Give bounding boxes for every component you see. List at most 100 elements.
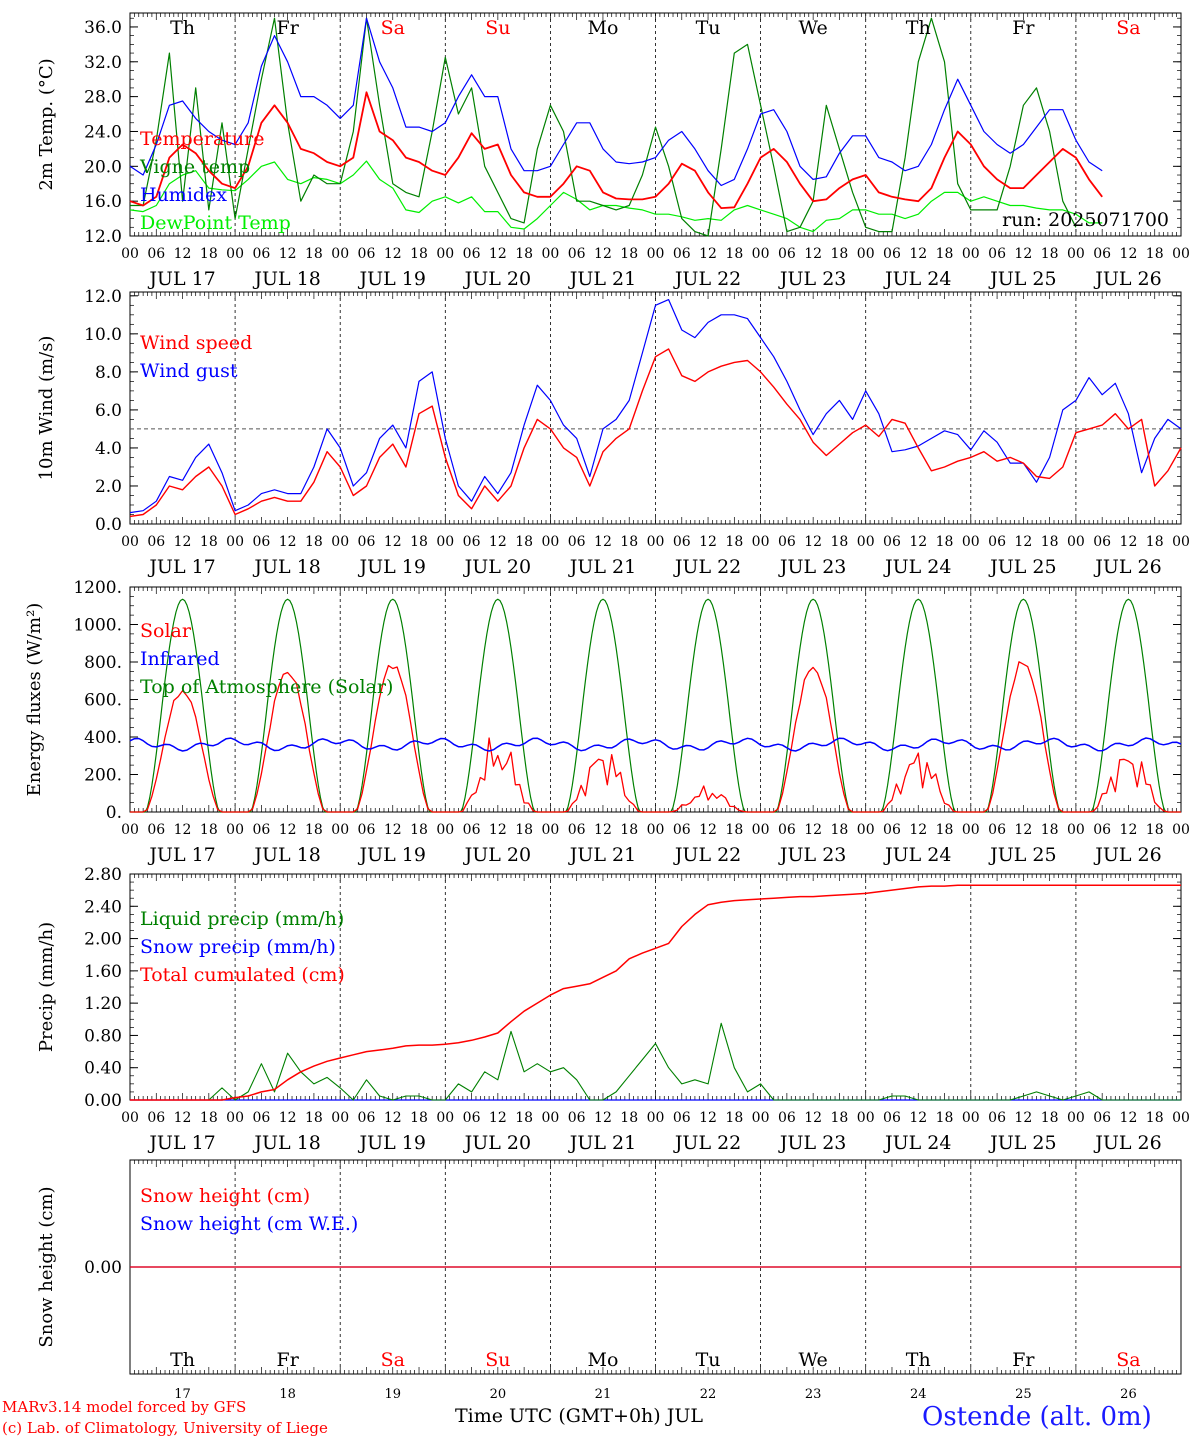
hour-tick-label: 06 [988,534,1006,550]
y-tick-label: 20.0 [84,157,122,177]
hour-tick-label: 00 [1067,1110,1085,1126]
date-label: JUL 26 [1093,1132,1161,1154]
hour-tick-label: 12 [174,534,192,550]
date-label: JUL 23 [778,268,846,290]
series-line [130,1022,1181,1101]
date-label: JUL 20 [463,1132,531,1154]
day-name: Fr [277,1349,300,1371]
series-line [129,737,1182,752]
date-label: JUL 20 [463,556,531,578]
hour-tick-label: 06 [778,1110,796,1126]
credit-lab: (c) Lab. of Climatology, University of L… [2,1419,328,1437]
hour-tick-label: 06 [147,1110,165,1126]
panel-frame [129,586,1182,813]
date-label: JUL 25 [988,556,1056,578]
hour-tick-label: 00 [436,1110,454,1126]
hour-tick-label: 12 [804,246,822,262]
day-name: Fr [1012,1349,1035,1371]
series-line [129,17,1103,187]
day-name: Th [906,1349,931,1371]
hour-tick-label: 18 [936,1110,954,1126]
hour-tick-label: 06 [463,822,481,838]
legend-entry: Top of Atmosphere (Solar) [140,676,393,698]
hour-tick-label: 06 [673,822,691,838]
legend-entry: Humidex [140,184,227,206]
y-tick-label: 0.00 [84,1091,122,1111]
series-line [129,160,1103,233]
hour-tick-label: 06 [673,534,691,550]
station-name: Ostende (alt. 0m) [922,1402,1152,1432]
hour-tick-label: 00 [541,1110,559,1126]
hour-tick-label: 12 [1120,1110,1138,1126]
date-label: JUL 22 [673,268,741,290]
hour-tick-label: 00 [962,246,980,262]
series-line [129,299,1182,514]
date-label: JUL 23 [778,844,846,866]
y-tick-label: 12.0 [84,287,122,307]
date-label: JUL 26 [1093,556,1161,578]
hour-tick-label: 12 [594,1110,612,1126]
hour-tick-label: 12 [909,246,927,262]
y-tick-label: 0.00 [84,1258,122,1278]
hour-tick-label: 18 [1146,534,1164,550]
day-name: Tu [696,17,721,39]
hour-tick-label: 12 [1014,534,1032,550]
day-name: Su [485,1349,510,1371]
y-tick-label: 12.0 [84,227,122,247]
y-axis-title: 10m Wind (m/s) [36,336,57,481]
hour-tick-label: 12 [804,534,822,550]
run-annotation: run: 2025071700 [1002,209,1169,231]
hour-tick-label: 12 [699,1110,717,1126]
hour-tick-label: 12 [489,1110,507,1126]
hour-tick-label: 06 [358,534,376,550]
hour-tick-label: 18 [620,246,638,262]
y-tick-label: 0. [106,803,122,823]
date-label: JUL 26 [1093,844,1161,866]
date-label: JUL 17 [147,844,215,866]
hour-tick-label: 00 [331,534,349,550]
y-tick-label: 24.0 [84,122,122,142]
hour-tick-label: 00 [752,534,770,550]
day-name: Su [485,17,510,39]
date-label: JUL 17 [147,556,215,578]
y-tick-label: 0.80 [84,1026,122,1046]
date-label: JUL 25 [988,844,1056,866]
hour-tick-label: 00 [121,246,139,262]
hour-tick-label: 12 [384,1110,402,1126]
y-tick-label: 2.80 [84,865,122,885]
date-label: JUL 24 [883,844,951,866]
y-tick-label: 1000. [73,616,122,636]
hour-tick-label: 06 [358,1110,376,1126]
hour-tick-label: 06 [673,246,691,262]
hour-tick-label: 00 [857,534,875,550]
date-label: JUL 18 [252,556,320,578]
hour-tick-label: 06 [1093,822,1111,838]
y-axis-title: Snow height (cm) [36,1186,57,1347]
hour-tick-label: 06 [778,822,796,838]
hour-tick-label: 18 [305,822,323,838]
legend-entry: Infrared [140,648,220,670]
y-tick-label: 4.0 [95,439,122,459]
hour-tick-label: 18 [515,246,533,262]
hour-tick-label: 18 [725,1110,743,1126]
credit-model: MARv3.14 model forced by GFS [2,1398,247,1416]
hour-tick-label: 18 [831,822,849,838]
hour-tick-label: 18 [305,246,323,262]
y-tick-label: 200. [84,766,122,786]
date-label: JUL 21 [568,268,636,290]
day-number: 25 [1015,1387,1032,1402]
hour-tick-label: 00 [752,822,770,838]
hour-tick-label: 00 [121,534,139,550]
hour-tick-label: 18 [410,246,428,262]
series-line [130,661,1181,813]
day-name: Sa [1116,17,1140,39]
hour-tick-label: 18 [200,534,218,550]
hour-tick-label: 18 [725,246,743,262]
hour-tick-label: 18 [410,1110,428,1126]
hour-tick-label: 18 [725,534,743,550]
date-label: JUL 21 [568,1132,636,1154]
date-label: JUL 23 [778,556,846,578]
series-line [129,348,1182,518]
hour-tick-label: 06 [1093,534,1111,550]
